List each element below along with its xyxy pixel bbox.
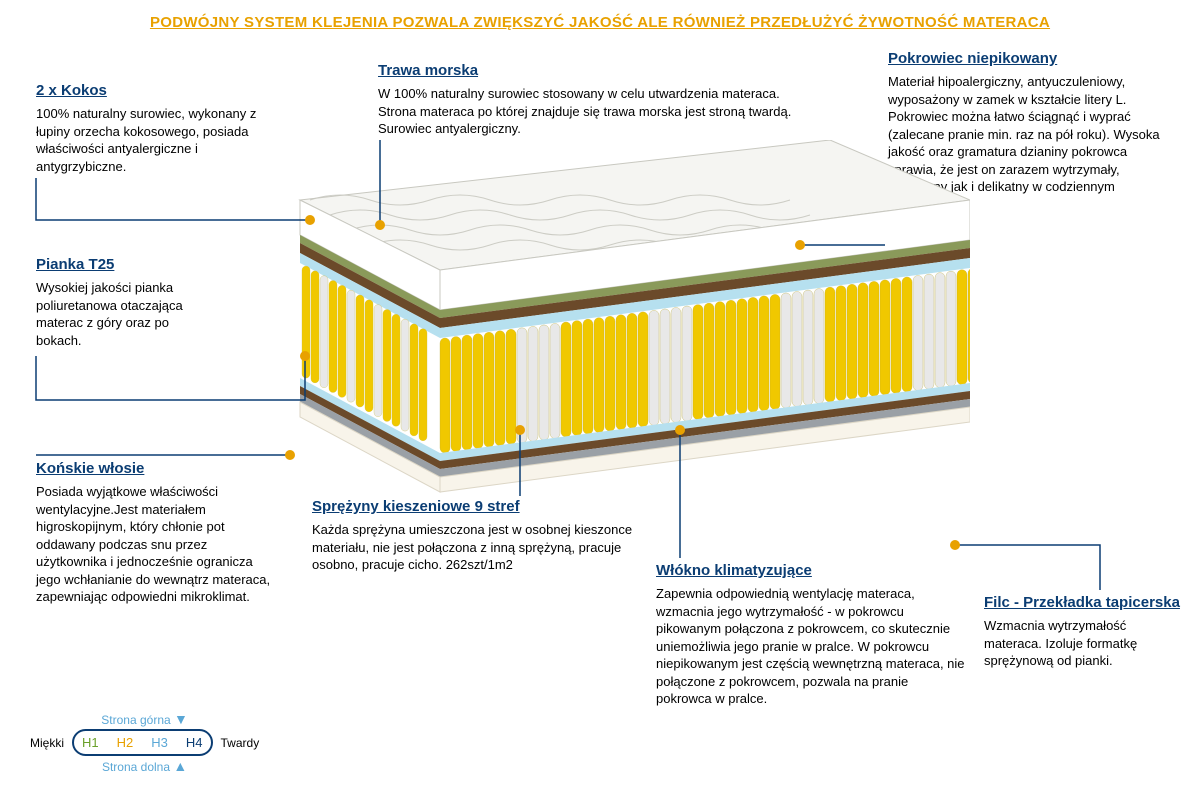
firmness-top-label: Strona górna (101, 713, 170, 727)
block-wlokno: Włókno klimatyzujące Zapewnia odpowiedni… (656, 562, 966, 708)
arrow-down-icon: ▼ (174, 711, 188, 727)
pianka-body: Wysokiej jakości pianka poliuretanowa ot… (36, 279, 206, 349)
block-pianka: Pianka T25 Wysokiej jakości pianka poliu… (36, 256, 206, 349)
firmness-legend: Strona górna ▼ Miękki H1 H2 H3 H4 Twardy St… (30, 711, 259, 774)
trawa-body: W 100% naturalny surowiec stosowany w ce… (378, 85, 808, 138)
konskie-body: Posiada wyjątkowe właściwości wentylacyj… (36, 483, 274, 606)
mattress-illustration (270, 140, 970, 510)
firmness-box: H1 H2 H3 H4 (72, 729, 213, 756)
firmness-right: Twardy (221, 736, 260, 750)
page-title: PODWÓJNY SYSTEM KLEJENIA POZWALA ZWIĘKSZ… (0, 14, 1200, 31)
dot-konskie (285, 450, 295, 460)
block-kokos: 2 x Kokos 100% naturalny surowiec, wykon… (36, 82, 266, 175)
block-trawa: Trawa morska W 100% naturalny surowiec s… (378, 62, 808, 138)
sprezyny-body: Każda sprężyna umieszczona jest w osobne… (312, 521, 642, 574)
wlokno-body: Zapewnia odpowiednią wentylację materaca… (656, 585, 966, 708)
pianka-title: Pianka T25 (36, 256, 206, 273)
dot-wlokno (675, 425, 685, 435)
kokos-title: 2 x Kokos (36, 82, 266, 99)
block-filc: Filc - Przekładka tapicerska Wzmacnia wy… (984, 594, 1184, 670)
filc-body: Wzmacnia wytrzymałość materaca. Izoluje … (984, 617, 1184, 670)
dot-pokrowiec (795, 240, 805, 250)
kokos-body: 100% naturalny surowiec, wykonany z łupi… (36, 105, 266, 175)
dot-trawa (375, 220, 385, 230)
arrow-up-icon: ▲ (173, 758, 187, 774)
firmness-bottom-label: Strona dolna (102, 760, 170, 774)
trawa-title: Trawa morska (378, 62, 808, 79)
firmness-cell: H2 (117, 735, 134, 750)
dot-pianka (300, 351, 310, 361)
dot-sprezyny (515, 425, 525, 435)
konskie-title: Końskie włosie (36, 460, 274, 477)
block-konskie: Końskie włosie Posiada wyjątkowe właściw… (36, 460, 274, 606)
filc-title: Filc - Przekładka tapicerska (984, 594, 1184, 611)
dot-filc (950, 540, 960, 550)
firmness-left: Miękki (30, 736, 64, 750)
firmness-cell: H4 (186, 735, 203, 750)
pokrowiec-title: Pokrowiec niepikowany (888, 50, 1178, 67)
firmness-cell: H1 (82, 735, 99, 750)
firmness-cell: H3 (151, 735, 168, 750)
dot-kokos (305, 215, 315, 225)
wlokno-title: Włókno klimatyzujące (656, 562, 966, 579)
